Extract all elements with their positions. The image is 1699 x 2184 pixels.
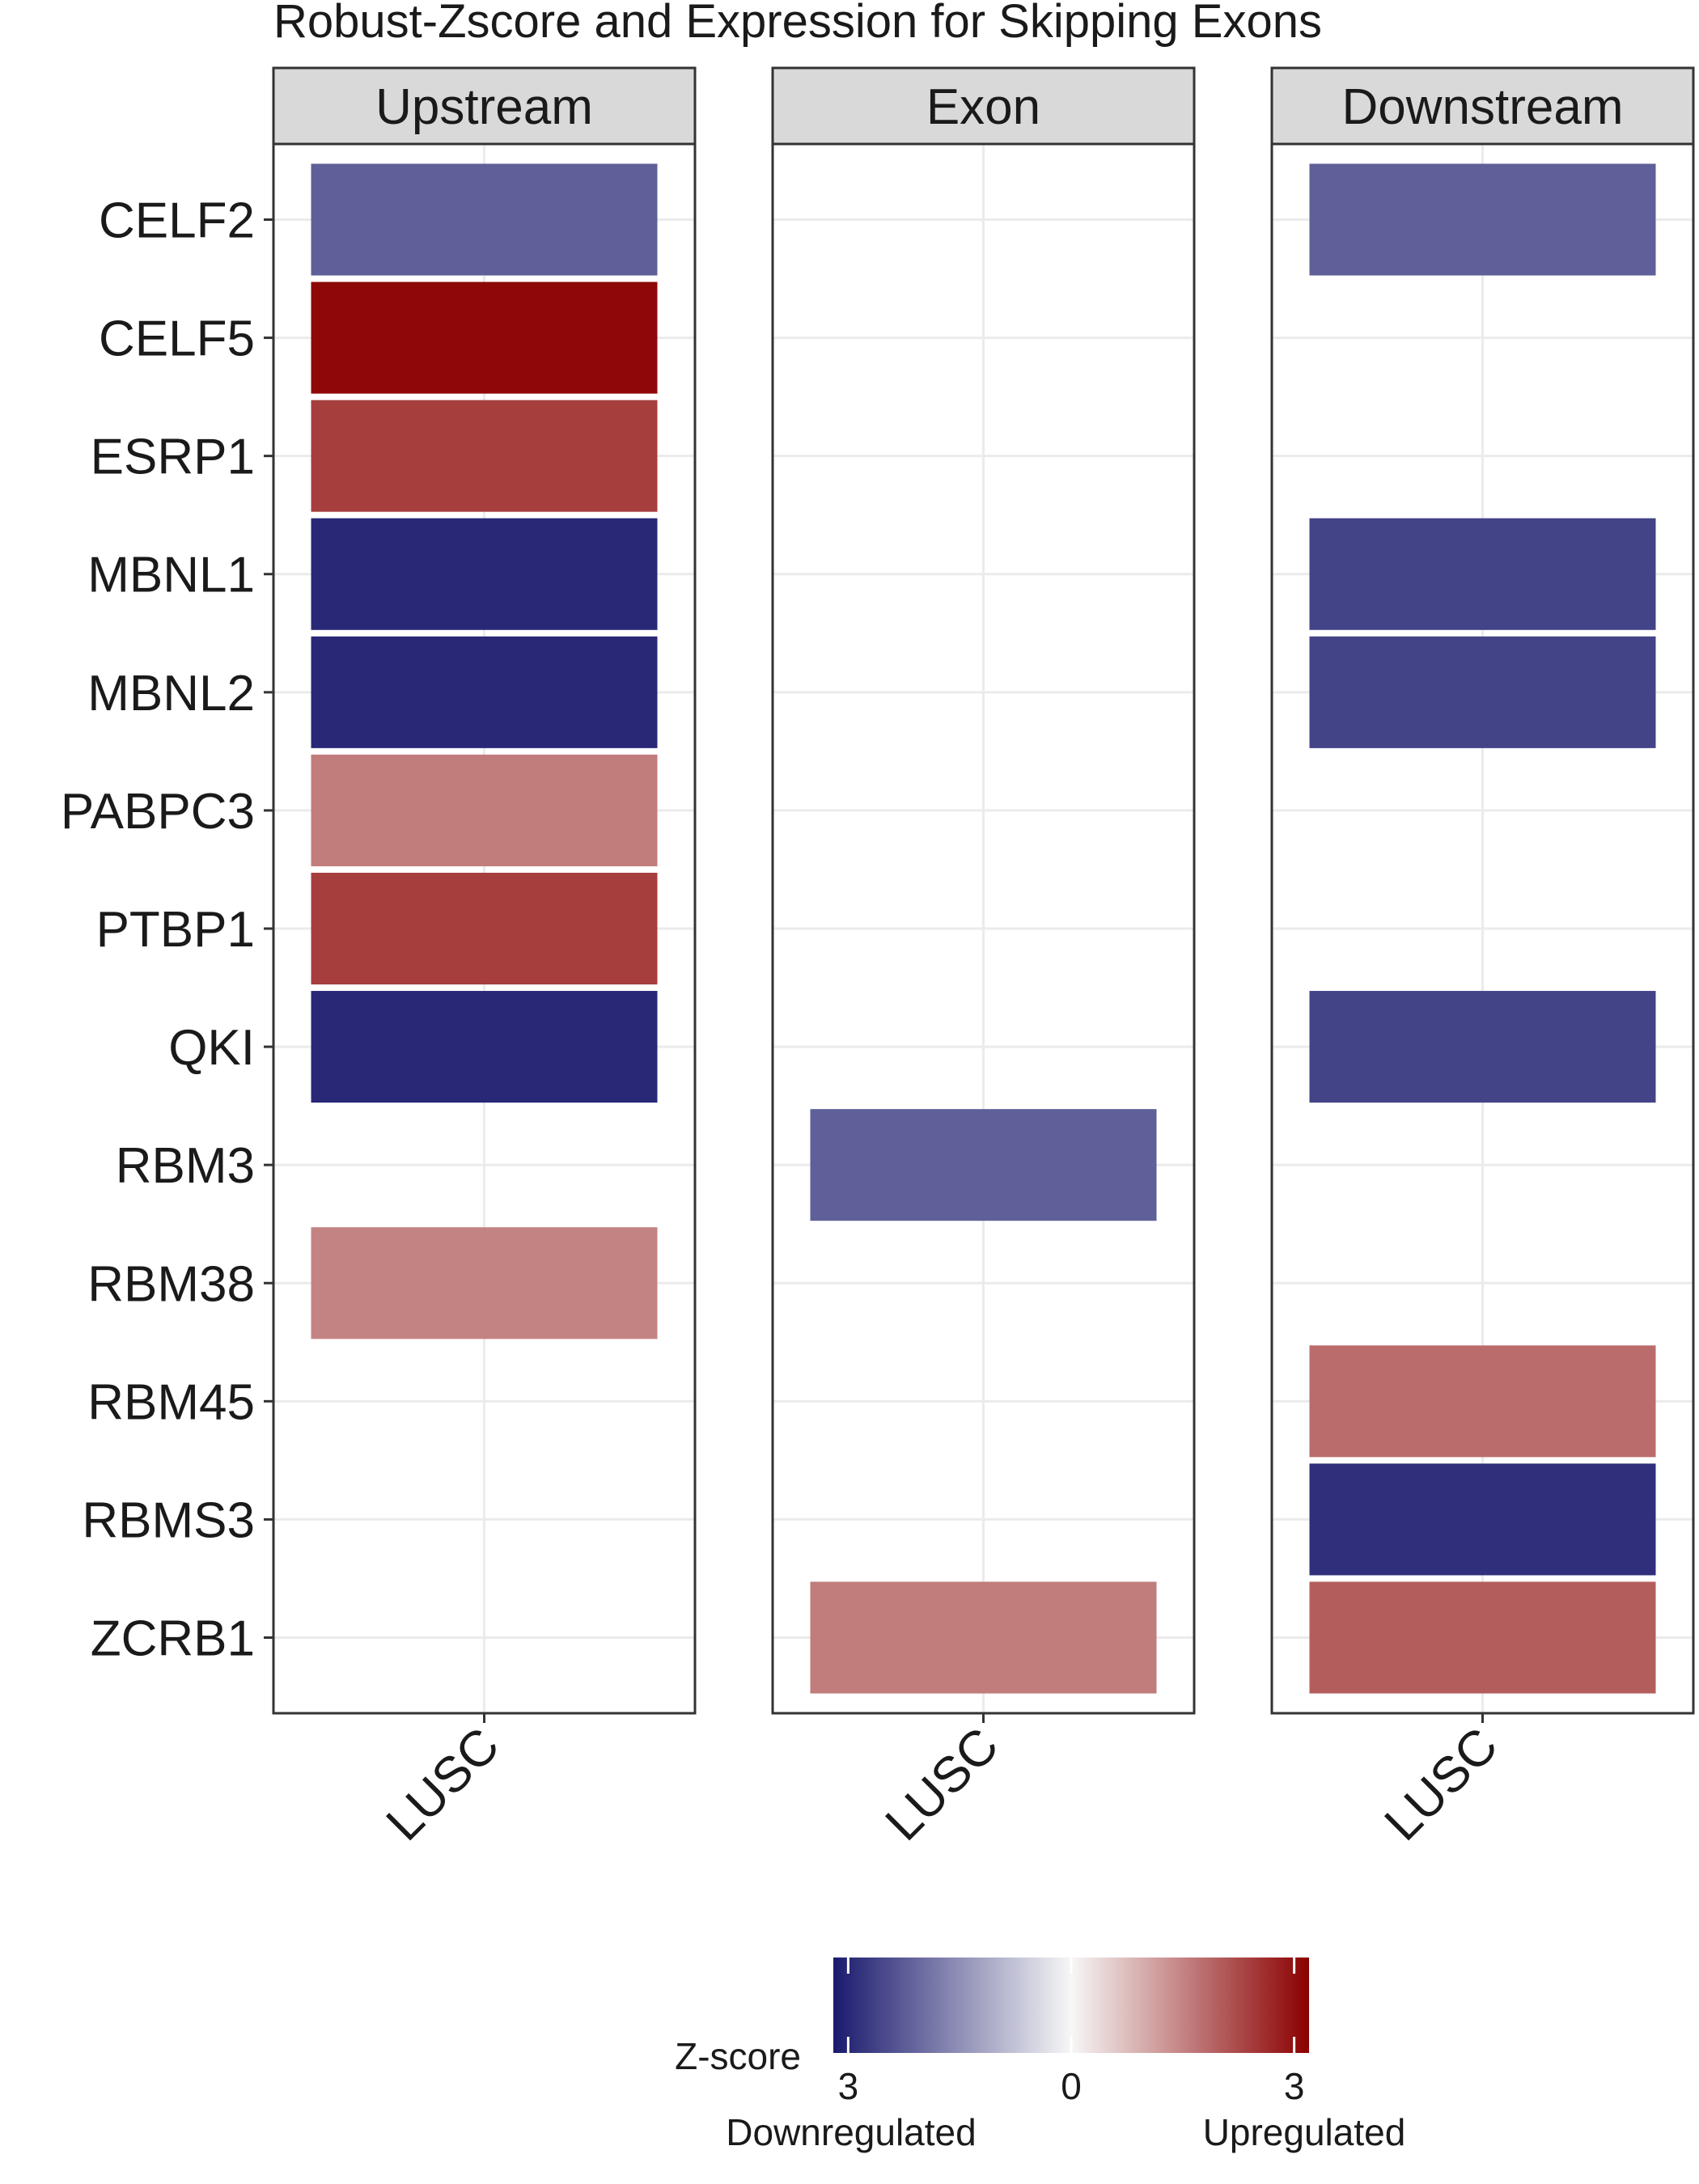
tile-upstream-ptbp1 (311, 872, 658, 985)
legend-low-label: Downregulated (726, 2111, 976, 2153)
tile-downstream-rbms3 (1309, 1463, 1656, 1576)
tile-upstream-rbm38 (311, 1227, 658, 1340)
tile-downstream-mbnl1 (1309, 518, 1656, 630)
colorbar-tick-label: 3 (838, 2065, 859, 2107)
facet-panels: Upstream LUSC Exon LUSC Downstream LUSC (272, 66, 1695, 1852)
facet-strip-label: Downstream (1342, 79, 1624, 135)
gene-label-zcrb1: ZCRB1 (91, 1611, 255, 1667)
gene-label-qki: QKI (168, 1020, 255, 1076)
gene-label-rbm45: RBM45 (87, 1374, 255, 1430)
gene-label-celf5: CELF5 (99, 311, 255, 367)
tile-upstream-pabpc3 (311, 754, 658, 866)
tile-upstream-esrp1 (311, 400, 658, 512)
facet-strip (771, 66, 1196, 146)
gene-label-celf2: CELF2 (99, 193, 255, 248)
gene-label-rbm3: RBM3 (116, 1138, 255, 1194)
facet-strip (1270, 66, 1695, 146)
legend-high-label: Upregulated (1203, 2111, 1406, 2153)
tile-downstream-zcrb1 (1309, 1581, 1656, 1694)
tile-downstream-qki (1309, 991, 1656, 1103)
gene-label-mbnl2: MBNL2 (87, 666, 255, 722)
tile-upstream-celf2 (311, 163, 658, 276)
facet-exon: Exon LUSC (771, 66, 1196, 1852)
x-tick-label-lusc: LUSC (376, 1717, 511, 1852)
colorbar-tick-label: 3 (1284, 2065, 1305, 2107)
x-tick-label-lusc: LUSC (875, 1717, 1010, 1852)
tile-exon-zcrb1 (810, 1581, 1157, 1694)
y-axis-labels: CELF2 CELF5 ESRP1 MBNL1 MBNL2 PABPC3 PTBP1 QKI R… (61, 193, 273, 1667)
gene-label-ptbp1: PTBP1 (96, 902, 255, 958)
chart-title: Robust-Zscore and Expression for Skippin… (273, 0, 1322, 48)
tile-upstream-qki (311, 991, 658, 1103)
gene-label-rbms3: RBMS3 (82, 1492, 255, 1548)
facet-upstream: Upstream LUSC (272, 66, 697, 1852)
gene-label-rbm38: RBM38 (87, 1256, 255, 1312)
gene-label-esrp1: ESRP1 (91, 430, 255, 485)
tile-downstream-rbm45 (1309, 1345, 1656, 1458)
gene-label-mbnl1: MBNL1 (87, 548, 255, 603)
facet-strip (272, 66, 697, 146)
gene-label-pabpc3: PABPC3 (61, 784, 255, 840)
tile-exon-rbm3 (810, 1109, 1157, 1221)
tile-downstream-celf2 (1309, 163, 1656, 276)
tile-downstream-mbnl2 (1309, 636, 1656, 748)
tile-upstream-celf5 (311, 281, 658, 394)
tile-upstream-mbnl2 (311, 636, 658, 748)
x-tick-label-lusc: LUSC (1375, 1717, 1509, 1852)
colorbar-tick-label: 0 (1061, 2065, 1082, 2107)
tile-upstream-mbnl1 (311, 518, 658, 630)
facet-downstream: Downstream LUSC (1270, 66, 1695, 1852)
facet-strip-label: Exon (926, 79, 1040, 135)
legend-title: Z-score (675, 2035, 801, 2077)
facet-strip-label: Upstream (375, 79, 593, 135)
